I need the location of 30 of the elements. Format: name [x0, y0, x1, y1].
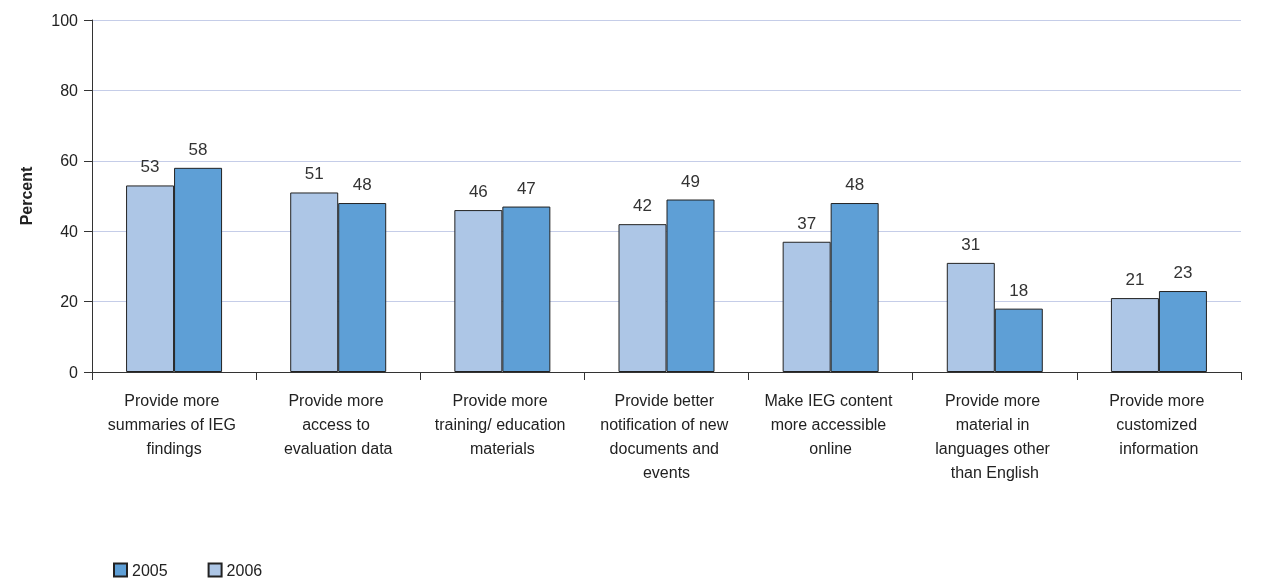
legend-label: 2005: [132, 561, 168, 579]
data-label: 51: [304, 164, 324, 184]
y-tick-label: 40: [60, 222, 79, 240]
x-tick-label: Make IEG content more accessible online: [764, 391, 897, 457]
data-label: 49: [681, 171, 700, 191]
y-tick-label: 100: [51, 11, 79, 29]
y-tick-label: 80: [60, 81, 79, 99]
data-label: 46: [468, 182, 488, 202]
data-label: 48: [845, 175, 865, 195]
y-axis-title: Percent: [17, 165, 35, 226]
data-label: 21: [1125, 270, 1145, 290]
y-tick-label: 60: [60, 152, 79, 170]
data-label: 23: [1173, 263, 1193, 283]
data-label: 18: [1009, 280, 1029, 300]
x-tick-label: Provide more access to evaluation data: [283, 391, 393, 457]
y-tick-label: 20: [60, 293, 79, 311]
x-tick-label: Provide better notification of new documents and events: [600, 391, 733, 481]
data-label: 42: [633, 196, 652, 216]
x-tick-label: Provide more material in languages other than English: [935, 391, 1055, 481]
data-label: 37: [797, 213, 817, 233]
x-tick-label: Provide more training/ education materials: [434, 391, 570, 457]
x-tick-label: Provide more summaries of IEG findings: [107, 391, 241, 457]
legend-label: 2006: [226, 561, 263, 579]
data-label: 31: [961, 234, 981, 254]
data-label: 53: [140, 157, 160, 177]
x-tick-label: Provide more customized information: [1109, 391, 1209, 457]
data-label: 58: [188, 139, 208, 159]
data-label: 48: [352, 175, 372, 195]
y-tick-label: 0: [69, 363, 79, 381]
data-label: 47: [516, 178, 536, 198]
